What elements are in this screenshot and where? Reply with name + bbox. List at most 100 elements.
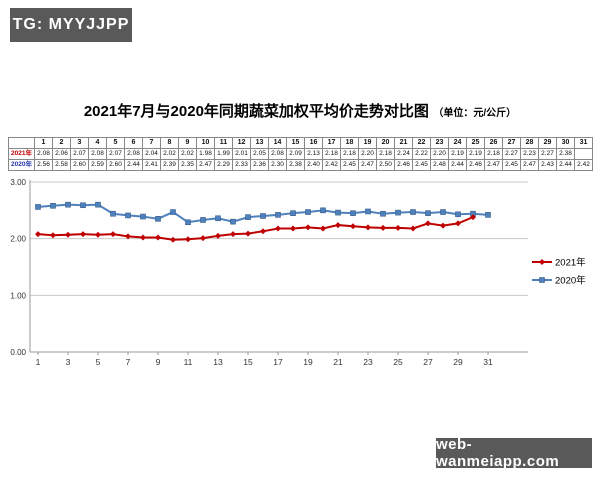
price-cell: 2.08	[88, 148, 107, 160]
day-header-cell: 31	[574, 137, 593, 149]
day-header-cell: 13	[250, 137, 269, 149]
day-header-cell: 29	[538, 137, 557, 149]
price-cell: 2.30	[268, 159, 287, 171]
chart-title: 2021年7月与2020年同期蔬菜加权平均价走势对比图	[83, 103, 429, 120]
price-cell: 2.45	[340, 159, 359, 171]
x-tick-label: 19	[303, 357, 313, 367]
marker-square	[230, 218, 236, 225]
price-cell: 2.27	[538, 148, 557, 160]
x-tick-label: 1	[36, 357, 41, 367]
line-chart-area: 0.00 1.00 2.00 3.00 1 3 5 7 9 11 13 15 17 19 21 23 25 27 2…	[8, 176, 593, 376]
price-cell: 2.38	[556, 148, 575, 160]
price-cell: 2.43	[538, 159, 557, 171]
marker-square	[125, 212, 131, 219]
marker-diamond	[350, 223, 356, 230]
price-cell: 2.18	[322, 148, 341, 160]
day-header-cell: 19	[358, 137, 377, 149]
x-tick-label: 7	[126, 357, 131, 367]
price-cell: 2.08	[34, 148, 53, 160]
price-cell: 2.60	[70, 159, 89, 171]
x-tick-label: 5	[96, 357, 101, 367]
table-row-2021: 2021年 2.08 2.06 2.07 2.08 2.07 2.08 2.04 2.02 2.0…	[8, 148, 593, 160]
price-cell: 2.06	[52, 148, 71, 160]
marker-diamond	[140, 234, 146, 241]
day-header-cell: 15	[286, 137, 305, 149]
marker-diamond	[320, 225, 326, 232]
marker-square	[35, 204, 41, 210]
price-cell: 2.01	[232, 148, 251, 160]
marker-square	[485, 212, 491, 218]
table-body: 2021年 2.08 2.06 2.07 2.08 2.07 2.08 2.04 2.02 2.0…	[8, 148, 593, 171]
marker-diamond	[410, 225, 416, 232]
price-cell: 2.42	[322, 159, 341, 171]
price-cell: 2.60	[106, 159, 125, 171]
price-data-table: 1 2 3 4 5 6 7 8 9 10 11 12 13 14 15 16 17 18 19 20 21 22 23 24 2…	[8, 137, 593, 171]
price-cell: 2.09	[286, 148, 305, 160]
marker-square	[305, 209, 311, 215]
watermark-tg-badge: TG: MYYJJPP	[10, 8, 132, 42]
day-header-cell: 5	[106, 137, 125, 149]
price-cell: 2.02	[178, 148, 197, 160]
y-tick-label: 3.00	[10, 178, 26, 187]
price-cell: 2.38	[286, 159, 305, 171]
price-cell: 2.41	[142, 159, 161, 171]
day-header-cell: 7	[142, 137, 161, 149]
price-cell: 2.56	[34, 159, 53, 171]
day-header-cell: 12	[232, 137, 251, 149]
row-label: 2020年	[8, 159, 35, 171]
price-cell: 2.42	[574, 159, 593, 171]
price-cell: 2.05	[250, 148, 269, 160]
marker-square	[290, 210, 296, 216]
price-cell: 2.19	[466, 148, 485, 160]
marker-diamond	[440, 222, 446, 229]
series-line-2021	[37, 216, 474, 241]
price-cell: 2.18	[376, 148, 395, 160]
day-header-cell: 4	[88, 137, 107, 149]
marker-diamond	[95, 231, 101, 238]
marker-square	[200, 217, 206, 223]
legend-label-2021: 2021年	[555, 257, 586, 269]
marker-square	[140, 213, 146, 220]
x-tick-label: 13	[213, 357, 223, 367]
marker-diamond	[230, 231, 236, 238]
marker-square	[155, 216, 161, 222]
x-tick-label: 3	[66, 357, 71, 367]
price-cell: 2.04	[142, 148, 161, 160]
price-cell: 2.44	[556, 159, 575, 171]
y-tick-label: 1.00	[10, 291, 26, 300]
price-cell: 1.99	[214, 148, 233, 160]
x-tick-label: 17	[273, 357, 283, 367]
price-cell: 2.20	[358, 148, 377, 160]
marker-diamond	[395, 224, 401, 231]
day-header-cell: 21	[394, 137, 413, 149]
price-cell: 2.24	[394, 148, 413, 160]
x-tick-label: 23	[363, 357, 373, 367]
price-cell: 2.19	[448, 148, 467, 160]
day-header-cell: 22	[412, 137, 431, 149]
marker-square	[539, 277, 545, 283]
marker-diamond	[380, 224, 386, 231]
x-tick-label: 21	[333, 357, 343, 367]
day-header-cell: 27	[502, 137, 521, 149]
marker-square	[65, 201, 71, 208]
x-tick-label: 9	[156, 357, 161, 367]
chart-title-row: 2021年7月与2020年同期蔬菜加权平均价走势对比图 （单位：元/公斤）	[0, 100, 600, 121]
table-corner-cell	[8, 137, 35, 149]
price-cell: 2.18	[484, 148, 503, 160]
watermark-site-badge: web-wanmeiapp.com	[436, 436, 592, 470]
day-header-cell: 11	[214, 137, 233, 149]
marker-diamond	[80, 231, 86, 238]
price-cell: 2.23	[520, 148, 539, 160]
marker-diamond	[260, 228, 266, 235]
price-cell: 2.48	[430, 159, 449, 171]
day-header-cell: 28	[520, 137, 539, 149]
price-cell: 2.44	[448, 159, 467, 171]
price-cell: 2.47	[484, 159, 503, 171]
x-tick-label: 15	[243, 357, 253, 367]
marker-diamond	[110, 231, 116, 238]
price-cell: 2.47	[196, 159, 215, 171]
marker-diamond	[245, 230, 251, 237]
price-cell: 2.47	[520, 159, 539, 171]
marker-diamond	[35, 231, 41, 238]
marker-square	[365, 208, 371, 215]
